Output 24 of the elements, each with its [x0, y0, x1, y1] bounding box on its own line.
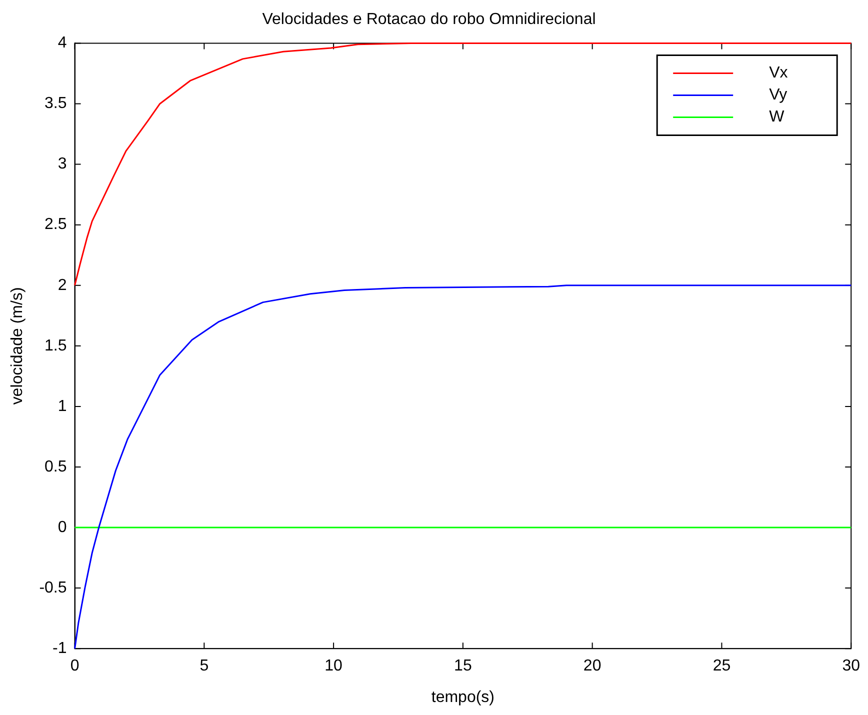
y-tick-label: 2	[58, 276, 67, 294]
x-tick-label: 20	[583, 658, 602, 675]
y-tick-label: 1.5	[44, 337, 67, 354]
x-axis-title: tempo(s)	[431, 688, 494, 706]
legend-label: Vx	[769, 64, 788, 82]
y-tick-label: -1	[52, 640, 67, 658]
y-tick-label: 0.5	[44, 458, 67, 476]
legend-label: W	[769, 108, 786, 126]
y-tick-label: 3.5	[44, 95, 67, 112]
legend-label: Vy	[769, 86, 788, 104]
x-tick-label: 30	[842, 658, 860, 675]
y-tick-label: -0.5	[39, 579, 67, 596]
x-tick-label: 10	[324, 658, 343, 675]
x-tick-label: 5	[200, 658, 209, 675]
y-tick-label: 1	[58, 398, 67, 415]
x-tick-label: 15	[454, 658, 472, 675]
chart-title: Velocidades e Rotacao do robo Omnidirecional	[262, 11, 596, 28]
y-axis-title: velocidade (m/s)	[9, 287, 26, 405]
y-tick-label: 3	[58, 156, 67, 173]
y-tick-label: 0	[58, 518, 67, 536]
y-tick-label: 2.5	[44, 216, 67, 234]
x-tick-label: 0	[70, 658, 80, 675]
y-tick-label: 4	[58, 34, 67, 52]
x-tick-label: 25	[712, 658, 731, 675]
